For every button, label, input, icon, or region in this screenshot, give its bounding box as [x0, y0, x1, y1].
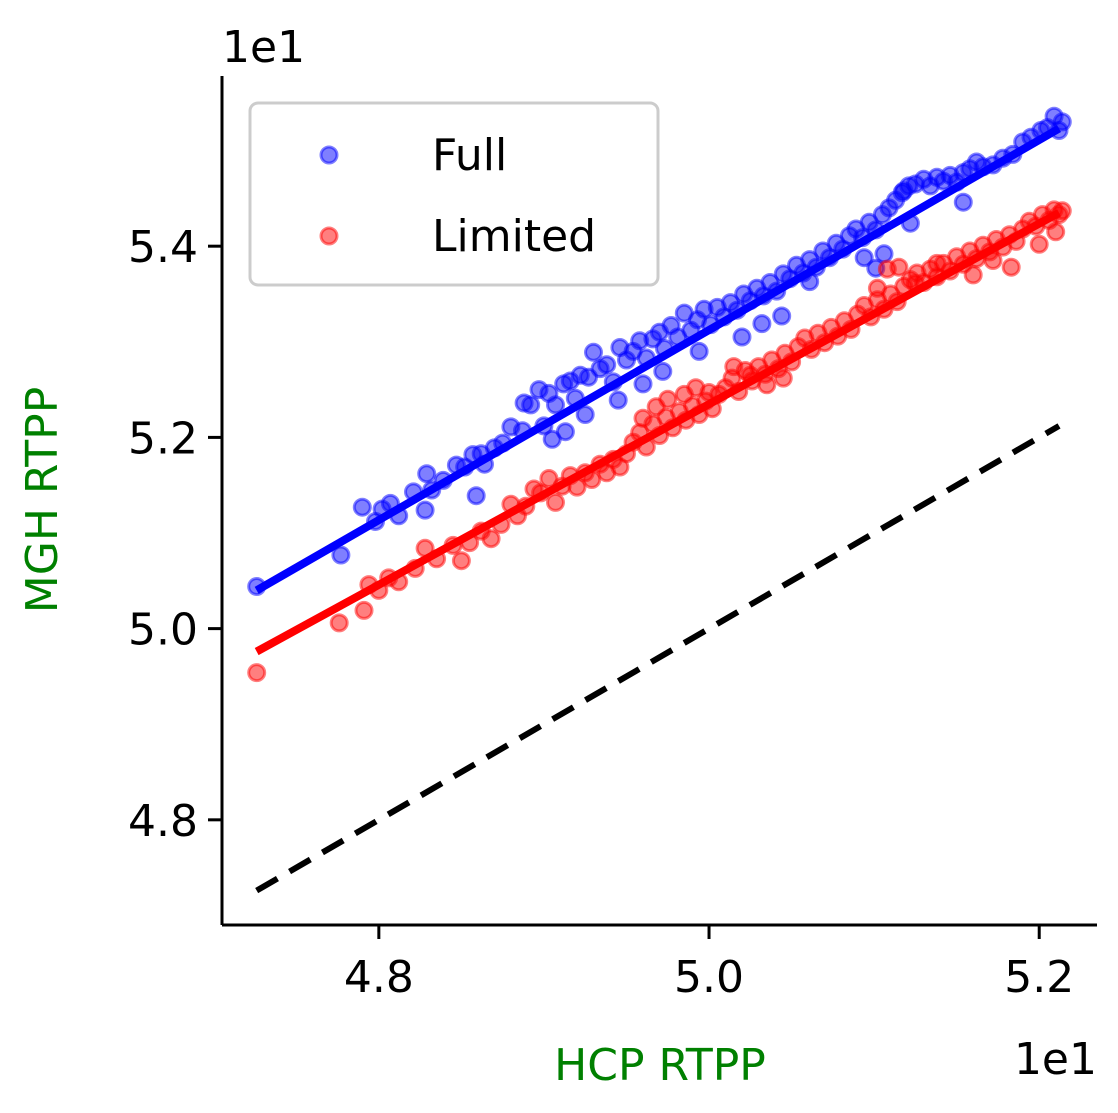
data-point: [542, 429, 562, 449]
data-point: [546, 395, 565, 415]
legend-frame: [248, 101, 660, 287]
data-point: [772, 306, 792, 326]
data-point: [415, 500, 435, 520]
identity-reference-line: [255, 423, 1061, 894]
data-point: [773, 368, 793, 388]
data-point: [894, 181, 914, 201]
data-point: [867, 278, 887, 298]
data-point: [352, 497, 372, 517]
data-point: [658, 389, 678, 409]
data-point: [752, 314, 772, 334]
data-point: [889, 257, 909, 277]
data-point: [1046, 222, 1066, 242]
data-point: [417, 464, 437, 484]
legend-label-limited: Limited: [432, 211, 596, 262]
data-point: [608, 390, 628, 410]
data-point: [354, 600, 374, 620]
x-tick-label: 5.0: [674, 952, 744, 1003]
data-point: [653, 361, 673, 381]
fit-line-full: [254, 125, 1062, 594]
data-point: [689, 341, 709, 361]
x-tick-label: 4.8: [344, 952, 414, 1003]
legend: Full Limited: [248, 101, 660, 287]
data-point: [633, 374, 653, 394]
y-axis-ticks: 4.8 5.0 5.2 5.4: [128, 222, 222, 847]
data-point: [1052, 112, 1072, 132]
data-point: [546, 492, 565, 512]
y-axis-offset-text: 1e1: [222, 22, 305, 73]
data-point: [597, 355, 617, 375]
y-tick-label: 5.0: [128, 605, 198, 656]
data-point: [953, 192, 973, 212]
data-point: [247, 663, 267, 683]
legend-marker-limited: [319, 226, 339, 246]
legend-marker-full: [319, 145, 339, 165]
data-point: [927, 253, 947, 273]
x-tick-label: 5.2: [1004, 952, 1074, 1003]
x-axis-offset-text: 1e1: [1014, 1034, 1097, 1085]
data-point: [963, 265, 983, 285]
data-point: [584, 342, 603, 362]
x-axis-label: HCP RTPP: [554, 1040, 766, 1091]
data-point: [466, 486, 486, 506]
y-tick-label: 5.2: [128, 413, 198, 464]
y-tick-label: 5.4: [128, 222, 198, 273]
data-point: [854, 248, 874, 268]
data-point: [481, 529, 501, 549]
x-axis-ticks: 4.8 5.0 5.2: [344, 925, 1074, 1003]
data-point: [633, 408, 653, 428]
data-point: [575, 405, 595, 424]
fit-line-limited: [254, 209, 1061, 656]
data-point: [1029, 234, 1049, 254]
data-point: [732, 327, 752, 347]
plot-area: [247, 106, 1072, 894]
data-point: [451, 551, 471, 571]
legend-label-full: Full: [432, 130, 507, 181]
data-point: [1001, 257, 1021, 277]
data-point: [329, 613, 349, 633]
y-tick-label: 4.8: [128, 796, 198, 847]
data-point: [331, 545, 351, 565]
data-point: [521, 395, 541, 415]
y-axis-label: MGH RTPP: [17, 387, 68, 613]
data-point: [724, 357, 744, 377]
